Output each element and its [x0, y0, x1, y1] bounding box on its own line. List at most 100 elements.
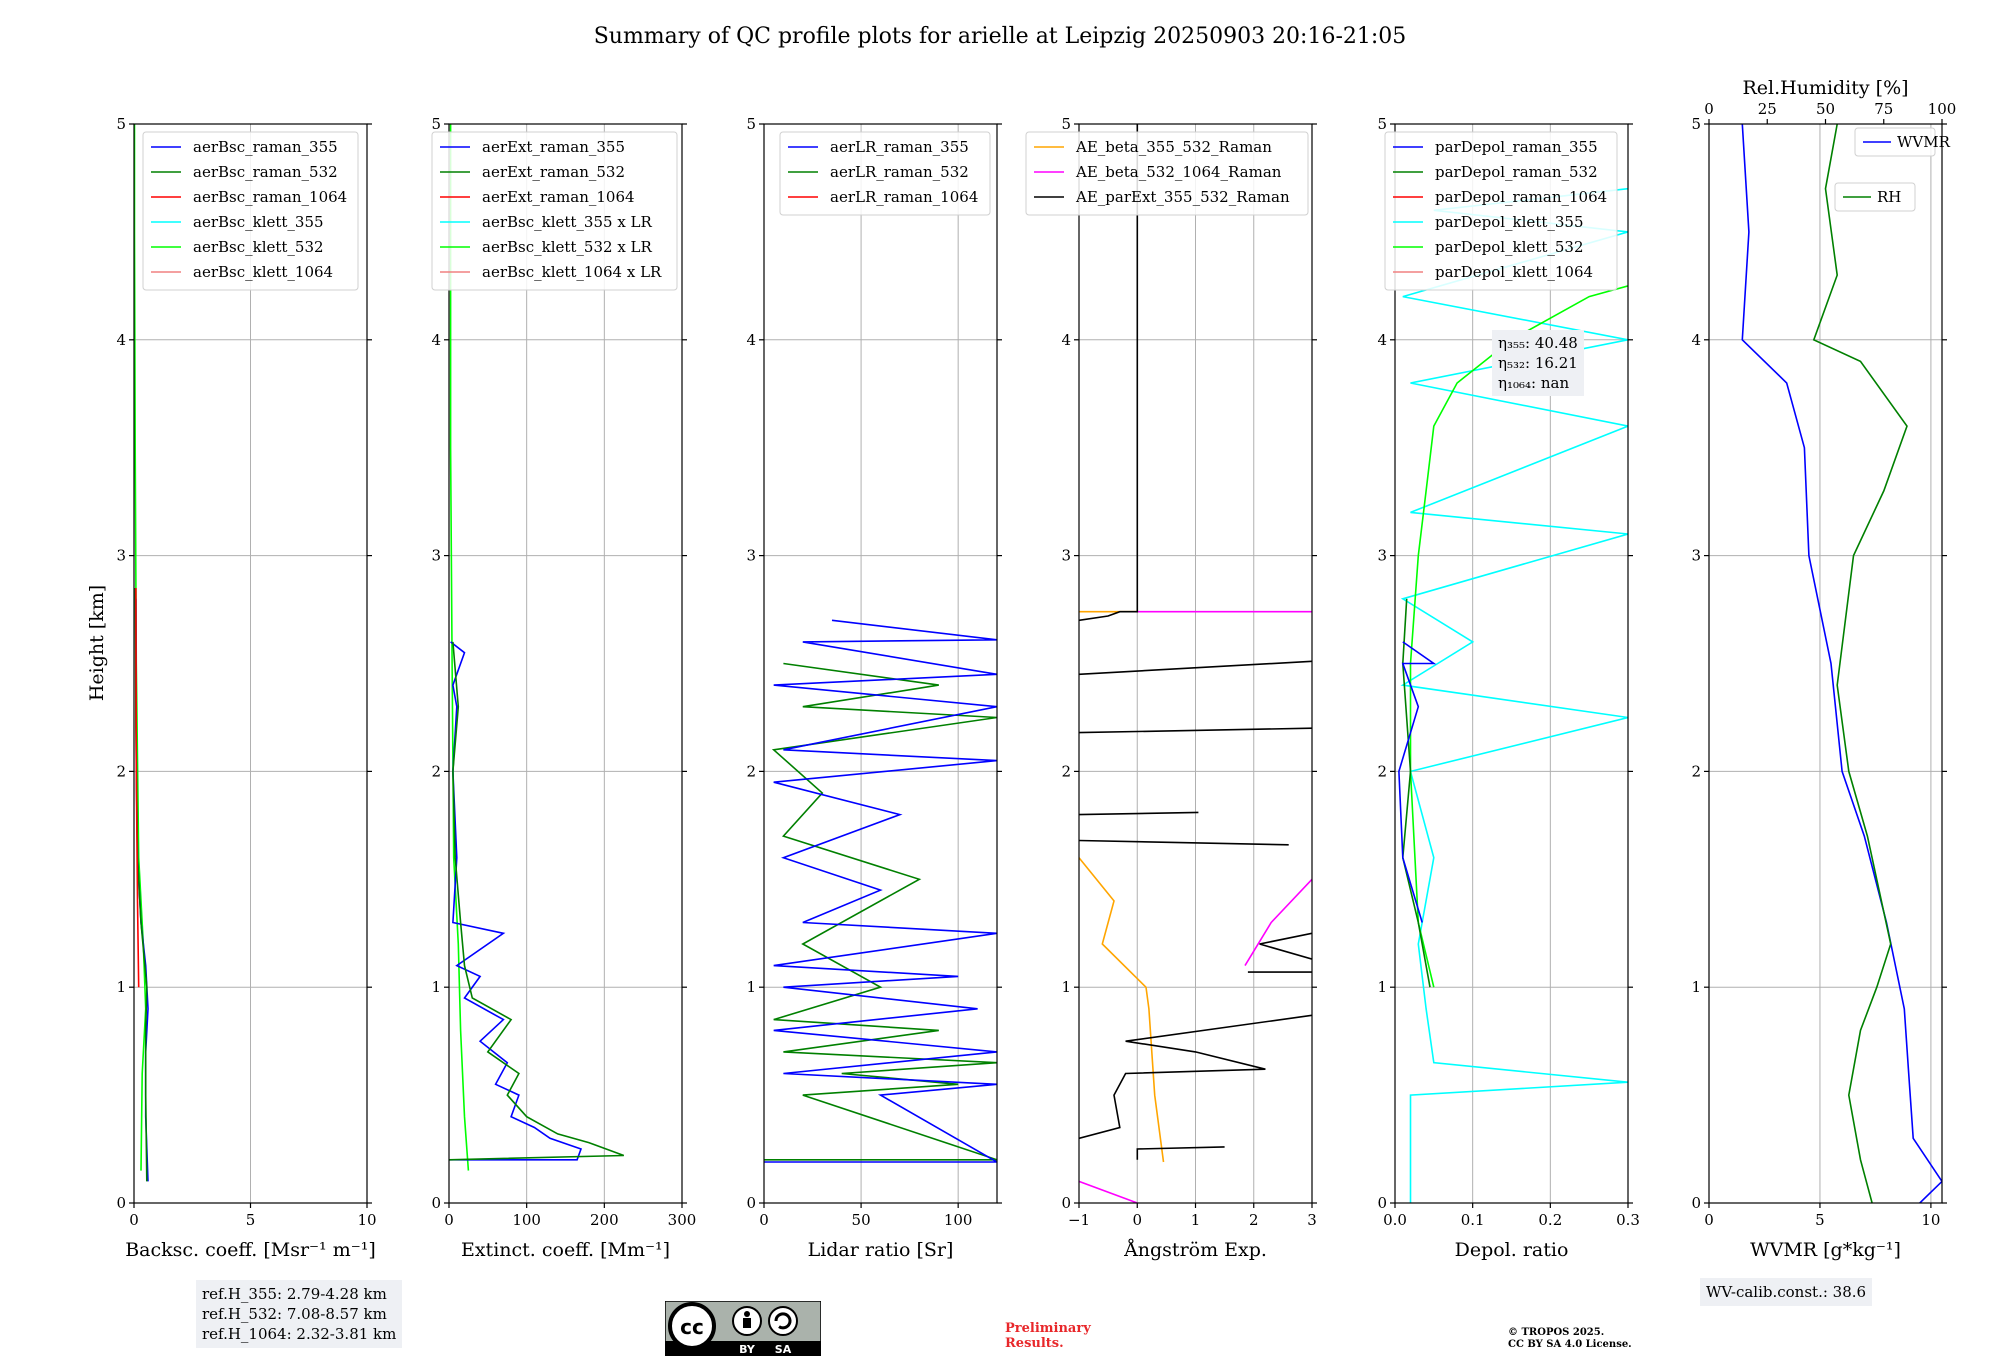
panel-bsc: 0 1 2 3 4 5 0 5 10 Backsc. coeff. [Msr⁻¹ m⁻¹] aerB…	[116, 115, 376, 1261]
series-group	[1741, 124, 1942, 1203]
eta-box: η₃₅₅: 40.48 η₅₃₂: 16.21 η₁₀₆₄: nan	[1492, 330, 1584, 396]
cc-logo-icon	[668, 1302, 716, 1350]
legend-entry: parDepol_klett_532	[1435, 238, 1584, 256]
y-tick-label: 1	[1377, 978, 1387, 996]
legend-entry: parDepol_klett_1064	[1435, 263, 1593, 281]
legend: parDepol_raman_355 parDepol_raman_532 parD…	[1384, 131, 1618, 291]
x-axis-label: Depol. ratio	[1455, 1239, 1569, 1261]
x-tick-label: 1	[1191, 1211, 1201, 1229]
y-tick-label: 0	[746, 1194, 756, 1212]
legend-entry: WVMR	[1897, 133, 1951, 151]
y-axis-label: Height [km]	[86, 585, 108, 701]
series-ae-parext-355-532-raman	[1079, 1014, 1312, 1140]
legend-entry: parDepol_raman_1064	[1435, 188, 1607, 206]
ref-height-532: ref.H_532: 7.08-8.57 km	[202, 1305, 387, 1323]
x-tick-label: 0	[759, 1211, 769, 1229]
x-tick-label: 50	[852, 1211, 871, 1229]
legend-entry: AE_beta_532_1064_Raman	[1075, 163, 1282, 181]
copyright-note: © TROPOS 2025. CC BY SA 4.0 License.	[1508, 1327, 1632, 1351]
eta-532: η₅₃₂: 16.21	[1498, 354, 1578, 372]
ref-height-355: ref.H_355: 2.79-4.28 km	[202, 1285, 387, 1303]
top-x-axis-label: Rel.Humidity [%]	[1742, 77, 1908, 99]
cc-license-badge: cc BY SA	[665, 1301, 821, 1356]
y-tick-label: 4	[431, 331, 441, 349]
x-tick-label: 10	[357, 1211, 376, 1229]
y-tick-label: 0	[1691, 1194, 1701, 1212]
series-ae-beta-355-532-raman	[1079, 857, 1165, 1163]
series-pardepol-klett-532	[1409, 285, 1628, 988]
eta-355: η₃₅₅: 40.48	[1498, 334, 1578, 352]
legend-entry: aerExt_raman_355	[482, 138, 625, 156]
series-group	[764, 619, 997, 1163]
x-tick-label: 0.3	[1616, 1211, 1640, 1229]
legend-box	[1384, 131, 1618, 291]
series-pardepol-raman-532	[1401, 598, 1431, 988]
legend: aerLR_raman_355 aerLR_raman_532 aerLR_rama…	[779, 131, 991, 216]
series-aerbsc-klett-532-x-lr	[449, 124, 470, 1171]
y-tick-label: 1	[1061, 978, 1071, 996]
legend-box	[1025, 131, 1309, 216]
panel-depol: 0 1 2 3 4 5 0.0 0.1 0.2 0.3 Depol. ratio parDepol_r…	[1377, 115, 1639, 1261]
series-aerbsc-klett-532	[134, 124, 147, 1171]
y-tick-label: 4	[1061, 331, 1071, 349]
legend: AE_beta_355_532_Raman AE_beta_532_1064_Ra…	[1025, 131, 1309, 216]
y-tick-label: 0	[1377, 1194, 1387, 1212]
legend-box	[1834, 182, 1916, 212]
legend-entry: parDepol_raman_532	[1435, 163, 1598, 181]
series-ae-parext-355-532-raman-9-	[1079, 124, 1139, 622]
y-tick-label: 5	[1691, 115, 1701, 133]
y-tick-label: 1	[431, 978, 441, 996]
y-tick-label: 4	[1691, 331, 1701, 349]
series-ae-parext-355-532-raman-7-	[1079, 727, 1312, 734]
series-ae-parext-355-532-raman-6-	[1079, 811, 1199, 816]
legend-entry: aerBsc_klett_532	[193, 238, 324, 256]
legend-entry: aerExt_raman_532	[482, 163, 625, 181]
y-tick-label: 3	[1061, 547, 1071, 565]
axes-frame	[1394, 123, 1629, 1204]
axes-frame	[763, 123, 998, 1204]
legend: aerBsc_raman_355 aerBsc_raman_532 aerBsc_r…	[142, 131, 359, 291]
legend-entry: AE_beta_355_532_Raman	[1075, 138, 1272, 156]
axes-frame	[448, 123, 683, 1204]
eta-1064: η₁₀₆₄: nan	[1498, 374, 1570, 392]
series-aerlr-raman-532	[764, 662, 997, 1161]
y-tick-label: 3	[431, 547, 441, 565]
x-axis-label: Lidar ratio [Sr]	[808, 1239, 954, 1261]
ref-height-1064: ref.H_1064: 2.32-3.81 km	[202, 1325, 397, 1343]
y-tick-label: 5	[116, 115, 126, 133]
series-wvmr	[1741, 124, 1942, 1203]
x-axis-label: Backsc. coeff. [Msr⁻¹ m⁻¹]	[125, 1239, 376, 1261]
series-ae-parext-355-532-raman-2-	[1136, 1146, 1225, 1160]
x-tick-label: −1	[1068, 1211, 1090, 1229]
x-tick-label: 200	[590, 1211, 619, 1229]
legend: aerExt_raman_355 aerExt_raman_532 aerExt_r…	[431, 131, 678, 291]
preliminary-line-1: Preliminary	[1005, 1321, 1091, 1336]
series-group	[449, 124, 625, 1171]
legend: WVMR RH	[1834, 127, 1951, 212]
x-tick-label: 5	[246, 1211, 256, 1229]
figure-title: Summary of QC profile plots for arielle …	[594, 24, 1407, 49]
y-tick-label: 4	[1377, 331, 1387, 349]
x-tick-label: 5	[1815, 1211, 1825, 1229]
y-tick-label: 5	[746, 115, 756, 133]
top-x-tick-label: 50	[1816, 100, 1835, 118]
legend-entry: aerBsc_raman_355	[193, 138, 338, 156]
legend-entry: aerBsc_raman_1064	[193, 188, 347, 206]
x-tick-label: 0.1	[1461, 1211, 1485, 1229]
y-tick-label: 0	[1061, 1194, 1071, 1212]
legend-entry: aerBsc_klett_355 x LR	[482, 213, 653, 231]
x-tick-label: 3	[1307, 1211, 1317, 1229]
series-aerext-raman-532	[449, 641, 625, 1161]
sa-share-icon	[768, 1306, 798, 1336]
y-tick-label: 2	[431, 762, 441, 780]
y-tick-label: 4	[746, 331, 756, 349]
y-tick-label: 2	[1691, 762, 1701, 780]
legend-entry: aerBsc_raman_532	[193, 163, 338, 181]
x-tick-label: 0.2	[1538, 1211, 1562, 1229]
legend-entry: AE_parExt_355_532_Raman	[1075, 188, 1290, 206]
legend-entry: aerLR_raman_355	[830, 138, 969, 156]
x-tick-label: 0	[1132, 1211, 1142, 1229]
